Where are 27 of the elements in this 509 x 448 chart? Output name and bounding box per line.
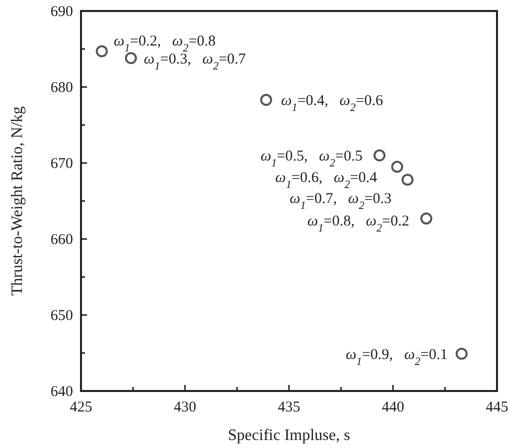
point [124, 52, 137, 64]
point [391, 160, 404, 173]
y-tick-label: 640 [50, 384, 73, 400]
y-tick-label: 650 [50, 308, 73, 324]
annotation: ω$_{1}$=0.8, ω$_{2}$=0.2 [307, 214, 410, 235]
point [96, 45, 108, 58]
point [260, 94, 272, 106]
annotation: ω$_{1}$=0.9, ω$_{2}$=0.1 [346, 347, 448, 368]
x-tick-label: 425 [70, 400, 92, 416]
x-tick-label: 440 [382, 400, 404, 416]
x-tick-label: 445 [486, 400, 508, 416]
x-axis-title: Specific Impluse, s [228, 427, 350, 444]
point [456, 348, 468, 360]
annotation: ω$_{1}$=0.4, ω$_{2}$=0.6 [281, 93, 384, 114]
y-tick-label: 680 [50, 80, 73, 96]
y-tick-label: 660 [50, 232, 73, 248]
point [420, 212, 432, 224]
y-tick-label: 690 [50, 4, 73, 20]
point [402, 174, 414, 186]
x-tick-label: 430 [174, 400, 196, 416]
y-axis-title: Thrust-to-Weight Ratio, N/kg [9, 106, 26, 296]
y-tick-label: 670 [50, 156, 73, 172]
annotation: ω$_{1}$=0.5, ω$_{2}$=0.5 [260, 148, 362, 170]
annotation: ω$_{1}$=0.7, ω$_{2}$=0.3 [290, 190, 392, 212]
point [373, 149, 386, 162]
annotation: ω$_{1}$=0.6, ω$_{2}$=0.4 [275, 170, 378, 192]
x-tick-label: 435 [278, 400, 300, 416]
